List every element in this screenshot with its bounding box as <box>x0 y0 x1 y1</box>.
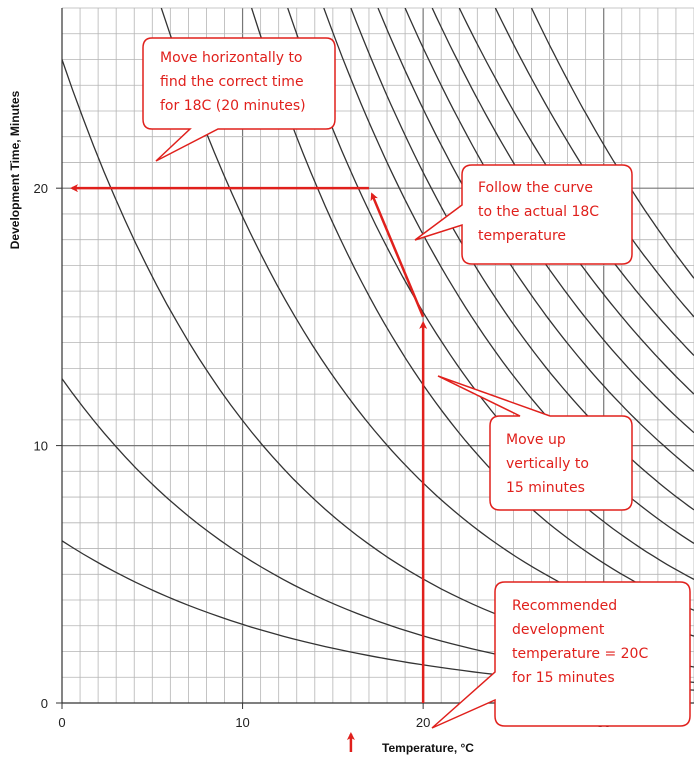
y-axis-title: Development Time, Minutes <box>8 90 22 249</box>
guide-path <box>70 184 428 752</box>
x-tick-label: 0 <box>58 715 65 730</box>
curve-line <box>62 59 694 668</box>
guide-arrow-along-curve <box>370 192 425 318</box>
callout-3-line-3: 15 minutes <box>506 480 585 496</box>
curve-line <box>377 8 694 472</box>
x-axis-title: Temperature, °C <box>382 741 474 755</box>
callout-horizontal: Move horizontally to find the correct ti… <box>142 37 336 162</box>
callout-4-line-3: temperature = 20C <box>512 646 648 662</box>
y-tick-label: 20 <box>34 181 48 196</box>
callout-1-line-1: Move horizontally to <box>160 50 303 66</box>
curve-line <box>287 8 694 580</box>
callout-1-line-3: for 18C (20 minutes) <box>160 98 306 114</box>
x-tick-label: 10 <box>235 715 249 730</box>
callout-move-up: Move up vertically to 15 minutes <box>437 375 633 511</box>
curve-line <box>350 8 694 511</box>
curve-line <box>250 8 694 611</box>
callout-1-line-2: find the correct time <box>160 74 304 90</box>
callout-3-line-2: vertically to <box>506 456 589 472</box>
callout-2-line-2: to the actual 18C <box>478 204 599 220</box>
callout-follow-curve: Follow the curve to the actual 18C tempe… <box>414 164 633 265</box>
y-tick-label: 10 <box>34 439 48 454</box>
x-tick-label: 20 <box>416 715 430 730</box>
axes: Temperature, °C Development Time, Minute… <box>8 8 694 755</box>
callout-2-line-3: temperature <box>478 228 566 244</box>
callout-3-line-1: Move up <box>506 432 566 448</box>
callout-2-line-1: Follow the curve <box>478 180 593 196</box>
callout-4-line-2: development <box>512 622 605 638</box>
curve-line <box>530 8 694 279</box>
callout-4-line-4: for 15 minutes <box>512 670 615 686</box>
curve-line <box>404 8 694 434</box>
y-tick-label: 0 <box>41 696 48 711</box>
callouts: Move horizontally to find the correct ti… <box>142 37 691 729</box>
callout-4-line-1: Recommended <box>512 598 617 614</box>
callout-recommended: Recommended development temperature = 20… <box>431 581 691 729</box>
